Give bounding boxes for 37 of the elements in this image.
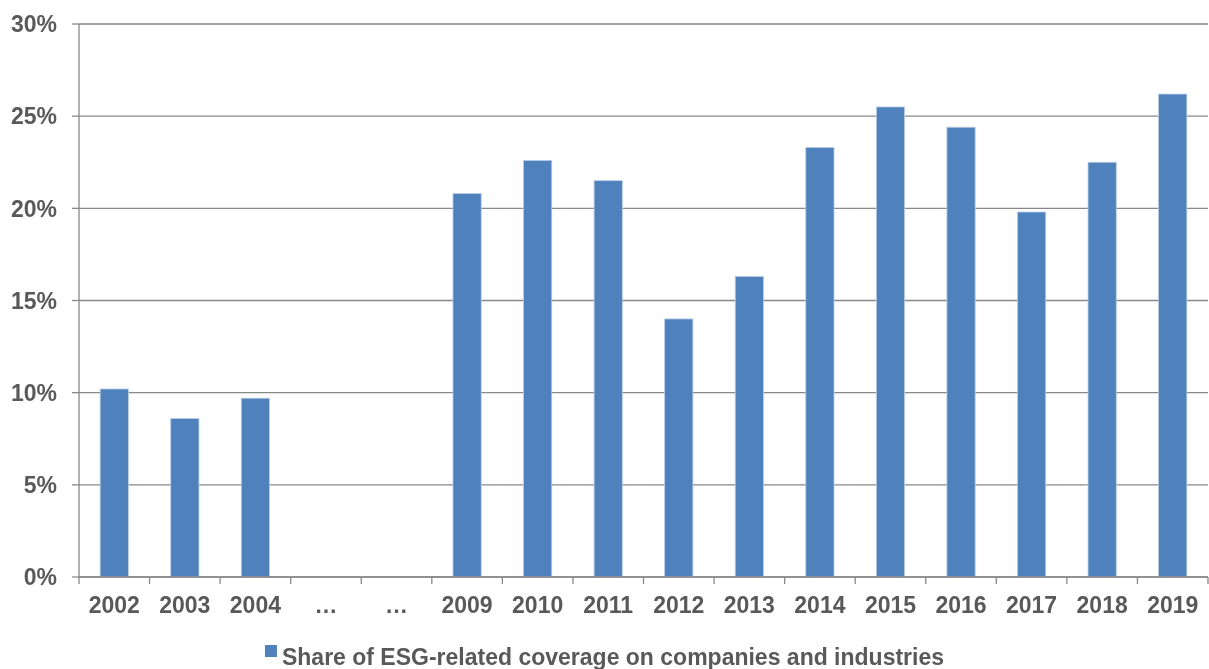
x-tick-label: 2016 (935, 592, 987, 618)
bar (805, 147, 835, 578)
x-tick-label: 2015 (864, 592, 917, 618)
bar (734, 276, 764, 578)
x-tick-label: 2010 (512, 592, 564, 618)
x-tick-label: … (314, 592, 338, 618)
bar (170, 418, 200, 578)
bar (1017, 211, 1047, 578)
y-tick-label: 25% (10, 103, 57, 130)
bar (240, 397, 270, 578)
y-tick-label: 5% (23, 472, 57, 499)
x-tick-label: 2018 (1076, 592, 1128, 618)
x-tick-label: 2003 (159, 592, 211, 618)
x-tick-label: 2011 (583, 592, 634, 618)
bar (1158, 93, 1188, 578)
y-tick-label: 20% (10, 195, 57, 222)
y-tick-label: 15% (10, 287, 57, 314)
x-tick-label: 2012 (653, 592, 705, 618)
x-tick-label: 2017 (1006, 592, 1058, 618)
bar (452, 193, 482, 578)
x-tick-label: 2014 (794, 592, 846, 618)
x-tick-label: … (385, 592, 409, 618)
x-tick-label: 2009 (441, 592, 493, 618)
bar (664, 318, 694, 578)
x-tick-label: 2004 (229, 592, 282, 618)
x-tick-label: 2002 (88, 592, 140, 618)
x-tick-label: 2019 (1147, 592, 1199, 618)
bar (593, 180, 623, 578)
bar (875, 106, 905, 578)
y-tick-label: 10% (10, 379, 57, 406)
bar (1087, 161, 1117, 578)
bar (946, 126, 976, 578)
x-tick-label: 2013 (723, 592, 775, 618)
y-tick-label: 30% (10, 11, 57, 38)
bar (523, 160, 553, 578)
bar (99, 388, 129, 578)
y-tick-label: 0% (23, 564, 57, 591)
